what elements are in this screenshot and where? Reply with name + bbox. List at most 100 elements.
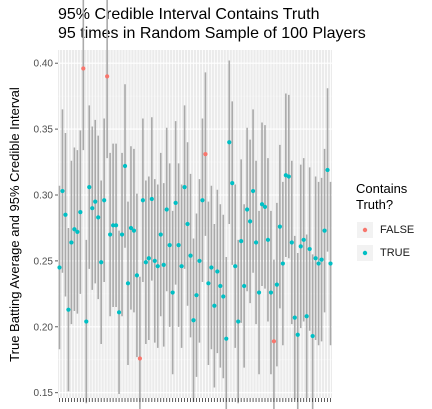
truth-point-true (236, 319, 240, 323)
x-axis-ticks (59, 398, 330, 402)
truth-point-true (278, 225, 282, 229)
truth-point-true (328, 261, 332, 265)
truth-point-true (188, 254, 192, 258)
truth-point-true (156, 264, 160, 268)
plot-panel (58, 50, 332, 398)
truth-point-true (230, 181, 234, 185)
truth-point-true (254, 240, 258, 244)
truth-point-true (200, 198, 204, 202)
truth-point-true (299, 244, 303, 248)
truth-point-true (177, 243, 181, 247)
truth-point-true (296, 333, 300, 337)
truth-point-false (203, 152, 207, 156)
y-tick-label: 0.20 (34, 322, 54, 333)
truth-point-true (63, 213, 67, 217)
truth-point-true (57, 265, 61, 269)
truth-point-false (138, 356, 142, 360)
truth-point-true (185, 222, 189, 226)
truth-point-true (168, 243, 172, 247)
truth-point-true (141, 198, 145, 202)
truth-point-true (123, 164, 127, 168)
truth-point-true (162, 263, 166, 267)
truth-point-true (102, 198, 106, 202)
truth-point-true (269, 290, 273, 294)
truth-point-true (322, 228, 326, 232)
truth-point-true (179, 264, 183, 268)
truth-point-true (114, 223, 118, 227)
truth-point-false (81, 66, 85, 70)
truth-point-true (302, 238, 306, 242)
y-tick-label: 0.25 (34, 256, 54, 267)
truth-point-true (206, 281, 210, 285)
truth-point-true (60, 189, 64, 193)
truth-point-true (120, 232, 124, 236)
legend-title-line-1: Contains (356, 181, 407, 196)
truth-point-true (251, 189, 255, 193)
truth-point-true (197, 259, 201, 263)
truth-point-true (308, 247, 312, 251)
truth-point-true (233, 264, 237, 268)
truth-point-true (69, 240, 73, 244)
legend-key-point (363, 228, 367, 232)
truth-point-false (272, 339, 276, 343)
truth-point-true (150, 197, 154, 201)
truth-point-true (66, 308, 70, 312)
y-tick-label: 0.30 (34, 191, 54, 202)
truth-point-true (153, 259, 157, 263)
truth-point-true (174, 201, 178, 205)
truth-point-true (135, 273, 139, 277)
truth-point-true (218, 284, 222, 288)
legend-title-line-2: Truth? (356, 197, 393, 212)
truth-point-true (126, 281, 130, 285)
legend-label-false: FALSE (380, 224, 414, 236)
truth-point-true (293, 315, 297, 319)
truth-point-true (257, 290, 261, 294)
y-tick-label: 0.15 (34, 388, 54, 399)
truth-point-true (87, 185, 91, 189)
truth-point-true (245, 207, 249, 211)
truth-point-true (242, 284, 246, 288)
truth-point-true (239, 239, 243, 243)
truth-point-true (224, 337, 228, 341)
truth-point-true (209, 265, 213, 269)
truth-point-true (90, 206, 94, 210)
truth-point-true (221, 294, 225, 298)
truth-point-true (99, 260, 103, 264)
truth-point-true (263, 205, 267, 209)
truth-point-true (325, 168, 329, 172)
truth-point-true (287, 174, 291, 178)
truth-point-true (275, 283, 279, 287)
truth-point-true (194, 293, 198, 297)
legend-label-true: TRUE (380, 247, 410, 259)
legend-key-point (363, 251, 367, 255)
truth-point-true (96, 215, 100, 219)
truth-point-true (319, 257, 323, 261)
truth-point-true (248, 219, 252, 223)
truth-point-true (182, 185, 186, 189)
truth-point-true (147, 256, 151, 260)
truth-point-true (305, 314, 309, 318)
truth-point-true (84, 319, 88, 323)
truth-point-true (171, 290, 175, 294)
truth-point-false (105, 74, 109, 78)
truth-point-true (316, 261, 320, 265)
y-tick-label: 0.40 (34, 59, 54, 70)
truth-point-true (78, 210, 82, 214)
y-axis: 0.15 0.20 0.25 0.30 0.35 0.40 (34, 59, 58, 400)
truth-point-true (290, 240, 294, 244)
truth-point-true (144, 260, 148, 264)
truth-point-true (117, 310, 121, 314)
truth-point-true (281, 261, 285, 265)
truth-point-true (93, 199, 97, 203)
truth-point-true (215, 269, 219, 273)
truth-point-true (108, 232, 112, 236)
y-tick-label: 0.35 (34, 125, 54, 136)
truth-point-true (75, 230, 79, 234)
truth-point-true (159, 232, 163, 236)
truth-point-true (314, 256, 318, 260)
legend-keys (357, 222, 373, 261)
truth-point-true (191, 318, 195, 322)
truth-point-true (311, 334, 315, 338)
truth-point-true (227, 140, 231, 144)
truth-point-true (132, 228, 136, 232)
